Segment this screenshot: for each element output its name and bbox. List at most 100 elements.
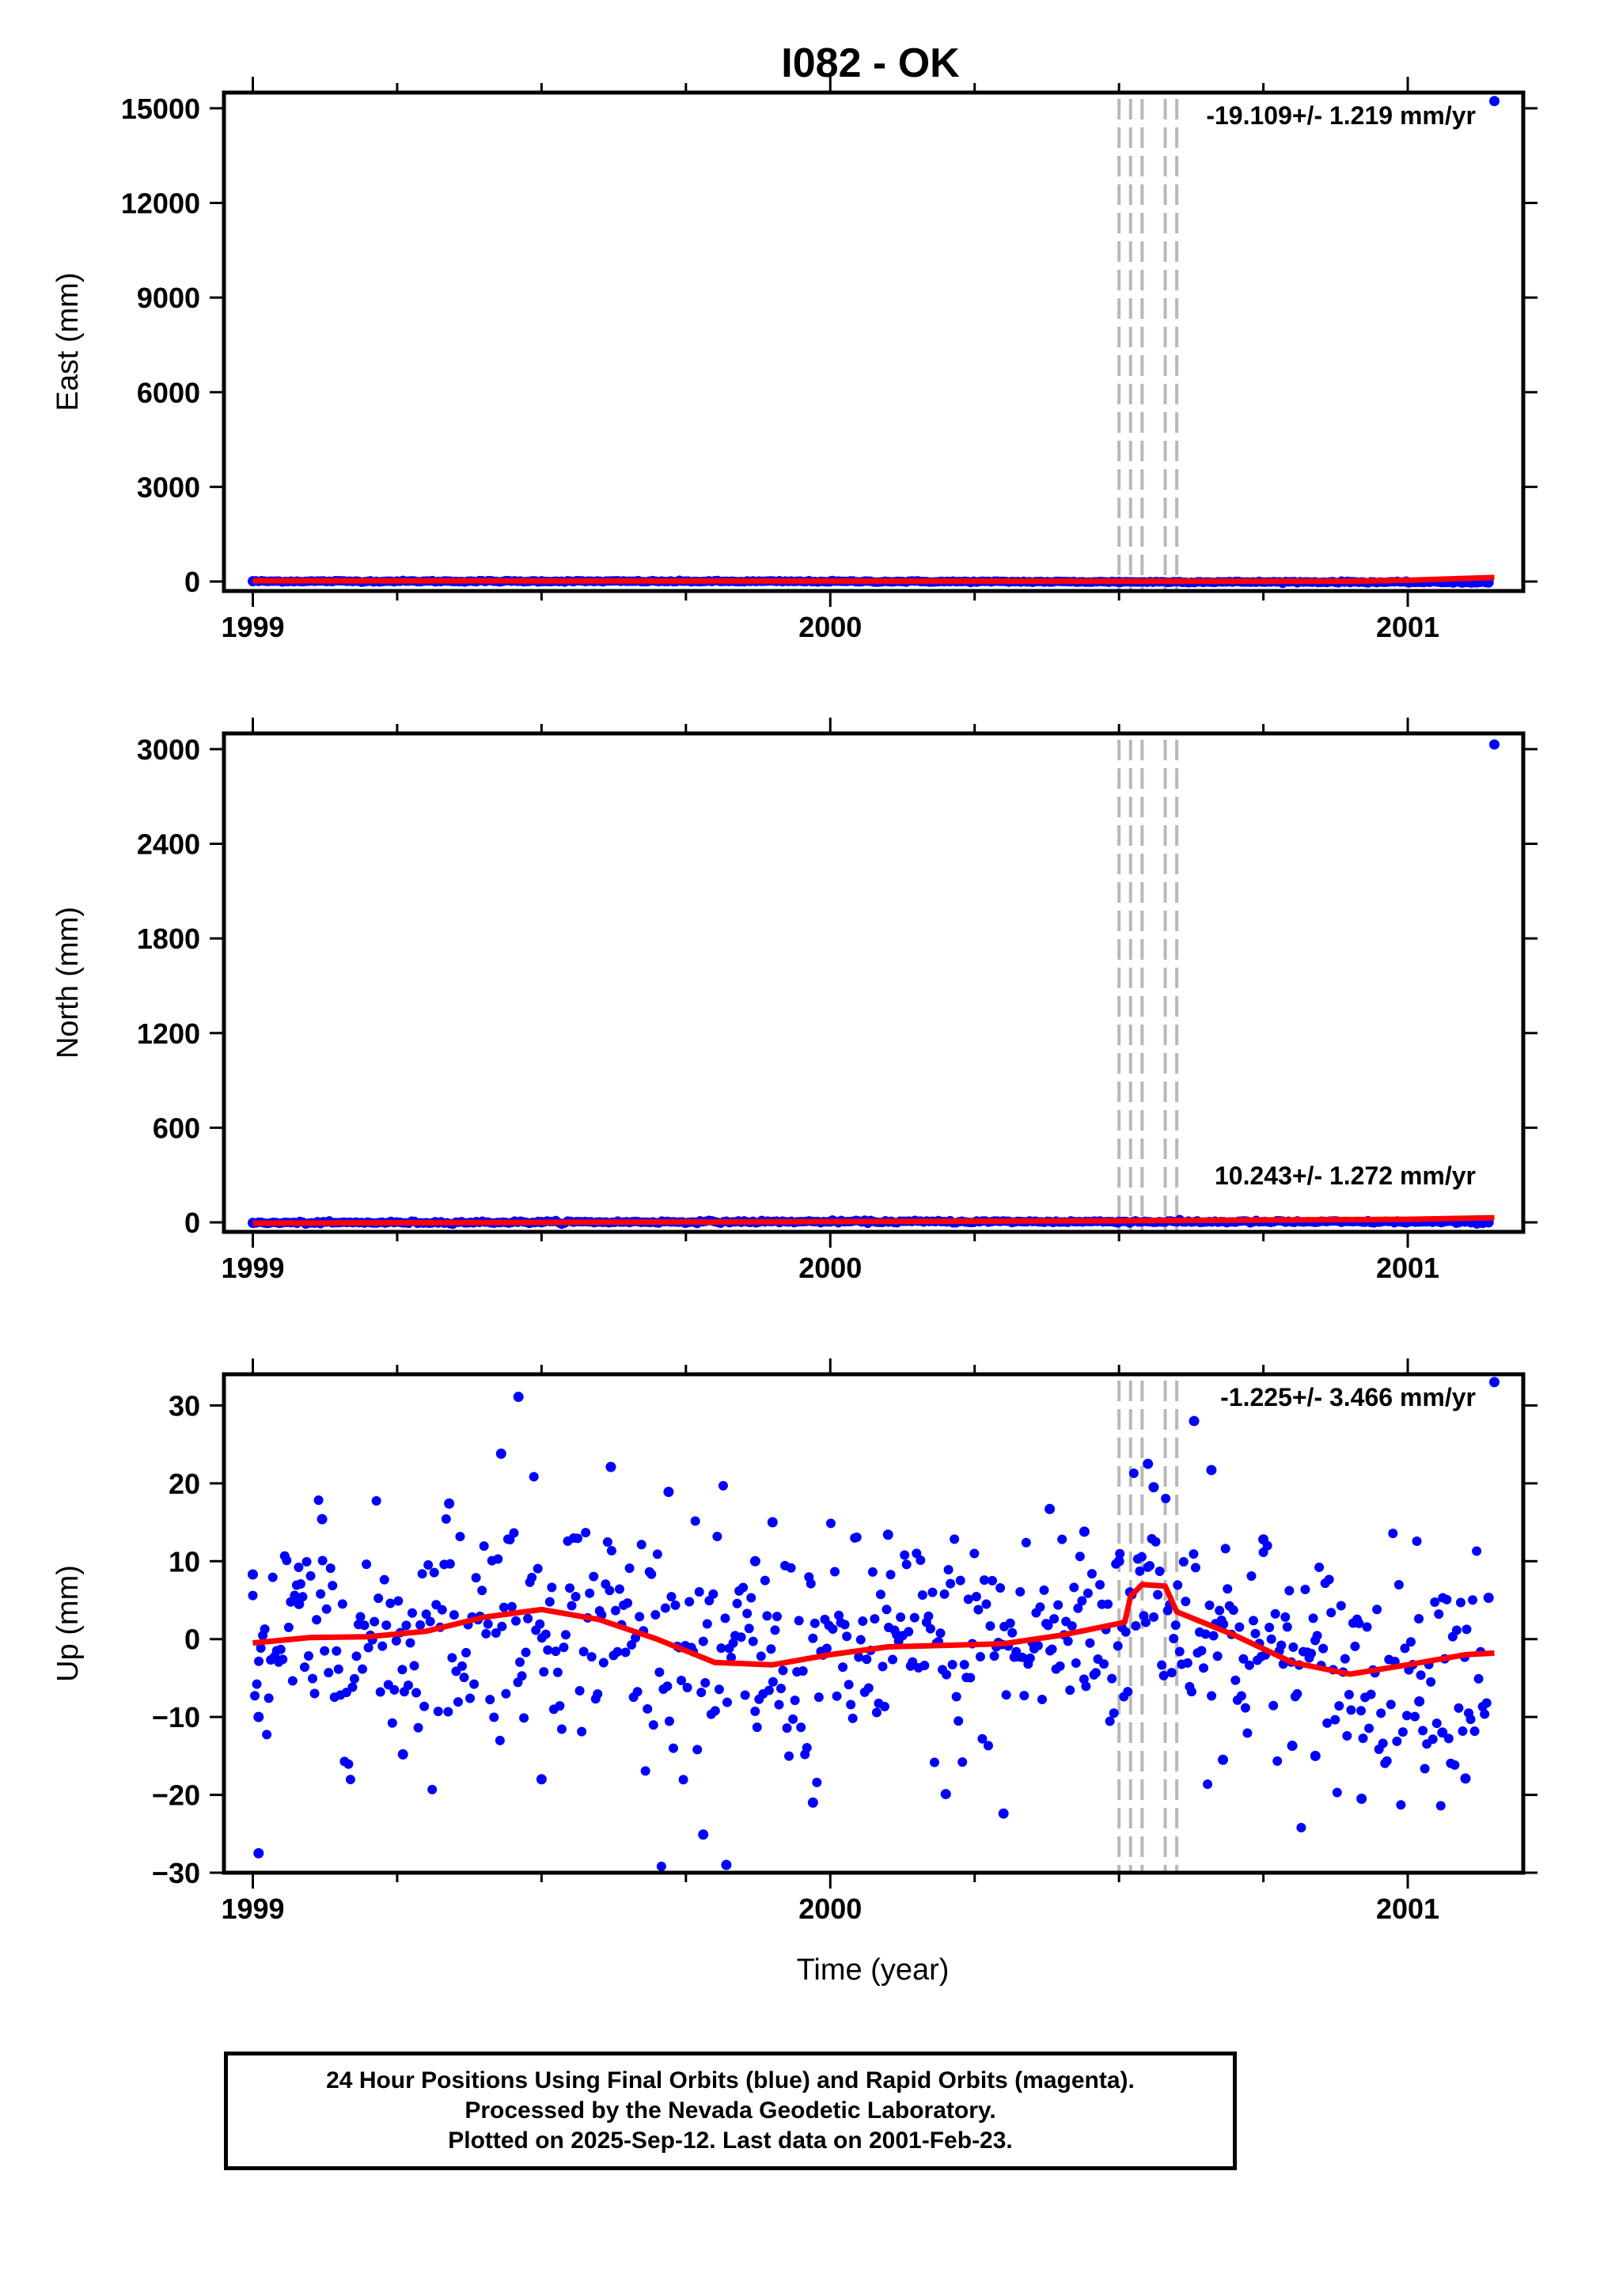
data-point bbox=[1266, 1634, 1276, 1644]
data-point bbox=[698, 1636, 708, 1646]
data-point bbox=[1182, 1658, 1192, 1668]
data-point bbox=[1250, 1628, 1261, 1639]
data-point bbox=[429, 1567, 439, 1578]
data-point bbox=[465, 1693, 476, 1703]
data-point bbox=[1465, 1714, 1476, 1725]
data-point bbox=[855, 1635, 866, 1645]
data-point bbox=[677, 1675, 687, 1685]
data-point bbox=[748, 1636, 758, 1646]
data-point bbox=[762, 1611, 772, 1621]
data-point bbox=[610, 1605, 620, 1616]
panel-frame-up bbox=[222, 1372, 1526, 1875]
data-point bbox=[1248, 1616, 1258, 1626]
data-point bbox=[1047, 1644, 1057, 1654]
data-point bbox=[726, 1653, 737, 1663]
data-point bbox=[664, 1716, 674, 1726]
data-point bbox=[349, 1673, 359, 1684]
data-point bbox=[345, 1775, 355, 1785]
data-point bbox=[1310, 1750, 1321, 1761]
data-point bbox=[1045, 1503, 1056, 1514]
data-point bbox=[581, 1528, 591, 1538]
data-point bbox=[682, 1682, 692, 1692]
data-point bbox=[1053, 1600, 1064, 1610]
data-point bbox=[955, 1575, 965, 1586]
data-point bbox=[278, 1654, 288, 1665]
data-point bbox=[1473, 1673, 1484, 1684]
data-point bbox=[1017, 1652, 1027, 1662]
data-point bbox=[774, 1699, 784, 1710]
data-point bbox=[397, 1665, 408, 1675]
data-point bbox=[1472, 1546, 1482, 1556]
data-point bbox=[283, 1622, 294, 1632]
plot-area-east bbox=[247, 96, 1500, 591]
data-point bbox=[1186, 1687, 1196, 1697]
data-point bbox=[764, 1685, 774, 1695]
data-point bbox=[1170, 1620, 1181, 1631]
data-point bbox=[1414, 1695, 1425, 1707]
data-point bbox=[1025, 1653, 1035, 1663]
data-point bbox=[497, 1621, 507, 1631]
data-point bbox=[925, 1623, 935, 1634]
data-point bbox=[1220, 1544, 1230, 1554]
data-point bbox=[471, 1573, 481, 1583]
data-point bbox=[589, 1571, 599, 1582]
data-point bbox=[662, 1681, 673, 1692]
data-point bbox=[808, 1633, 818, 1643]
data-point bbox=[1208, 1631, 1219, 1641]
data-point bbox=[358, 1664, 368, 1674]
rate-label-east: -19.109+/- 1.219 mm/yr bbox=[1206, 101, 1476, 130]
data-point bbox=[1157, 1660, 1167, 1670]
data-point bbox=[951, 1692, 961, 1702]
data-point bbox=[756, 1651, 766, 1661]
data-point bbox=[441, 1514, 451, 1524]
data-point bbox=[1073, 1603, 1083, 1613]
data-point bbox=[461, 1647, 472, 1658]
data-point bbox=[862, 1654, 872, 1665]
data-point bbox=[636, 1540, 646, 1550]
data-point bbox=[802, 1742, 812, 1752]
data-point bbox=[1483, 1593, 1494, 1604]
data-point bbox=[1442, 1594, 1452, 1605]
panel-east: 0 3000 6000 9000 12000 15000 1999 2000 2001 East … bbox=[51, 77, 1537, 643]
data-point bbox=[878, 1661, 888, 1672]
data-point bbox=[1427, 1734, 1438, 1745]
data-point bbox=[560, 1630, 571, 1640]
data-point bbox=[740, 1690, 750, 1700]
data-point bbox=[598, 1658, 609, 1668]
data-point bbox=[491, 1628, 501, 1639]
data-point bbox=[712, 1531, 722, 1541]
data-point bbox=[1071, 1658, 1081, 1669]
data-point bbox=[846, 1699, 856, 1710]
data-point bbox=[381, 1620, 392, 1631]
data-point bbox=[1450, 1760, 1460, 1770]
data-point bbox=[1079, 1526, 1090, 1537]
data-point bbox=[1223, 1584, 1233, 1594]
data-point bbox=[1451, 1625, 1462, 1635]
data-point bbox=[1336, 1601, 1346, 1611]
data-point bbox=[551, 1646, 561, 1657]
data-point bbox=[552, 1667, 563, 1677]
data-point bbox=[1393, 1579, 1404, 1589]
model-curve-up bbox=[252, 1582, 1495, 1677]
data-point bbox=[445, 1559, 455, 1569]
data-point bbox=[586, 1652, 597, 1662]
data-point bbox=[623, 1598, 633, 1608]
data-point bbox=[652, 1549, 662, 1559]
data-point bbox=[1105, 1716, 1115, 1726]
data-point bbox=[1426, 1677, 1436, 1687]
data-point bbox=[1067, 1621, 1077, 1631]
panel-up: −30 −20 −10 0 10 20 30 1999 2000 2001 Up (mm) -1.22… bbox=[51, 1358, 1537, 1987]
data-point bbox=[1296, 1822, 1306, 1832]
data-point bbox=[477, 1586, 487, 1596]
data-point bbox=[854, 1652, 864, 1662]
rate-label-up: -1.225+/- 3.466 mm/yr bbox=[1220, 1383, 1476, 1411]
data-point bbox=[1007, 1627, 1018, 1638]
data-point bbox=[547, 1582, 557, 1593]
data-point bbox=[842, 1631, 852, 1642]
data-point bbox=[832, 1691, 842, 1701]
data-point bbox=[510, 1616, 521, 1626]
data-point bbox=[798, 1666, 808, 1677]
data-point bbox=[946, 1578, 956, 1589]
data-point bbox=[375, 1687, 385, 1697]
